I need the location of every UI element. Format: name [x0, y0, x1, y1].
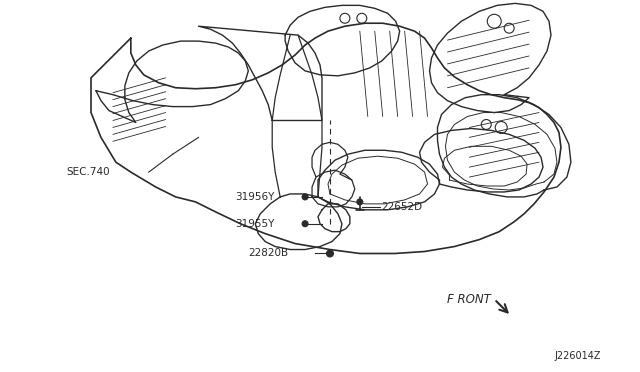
Text: SEC.740: SEC.740: [66, 167, 109, 177]
Circle shape: [302, 194, 308, 200]
Text: 22820B: 22820B: [248, 248, 289, 259]
Text: F RONT: F RONT: [447, 293, 491, 306]
Circle shape: [357, 199, 363, 205]
Text: 31956Y: 31956Y: [236, 192, 275, 202]
Text: 22652D: 22652D: [381, 202, 423, 212]
Circle shape: [326, 250, 333, 257]
Text: 31955Y: 31955Y: [236, 219, 275, 229]
Circle shape: [302, 221, 308, 227]
Text: J226014Z: J226014Z: [554, 351, 601, 361]
